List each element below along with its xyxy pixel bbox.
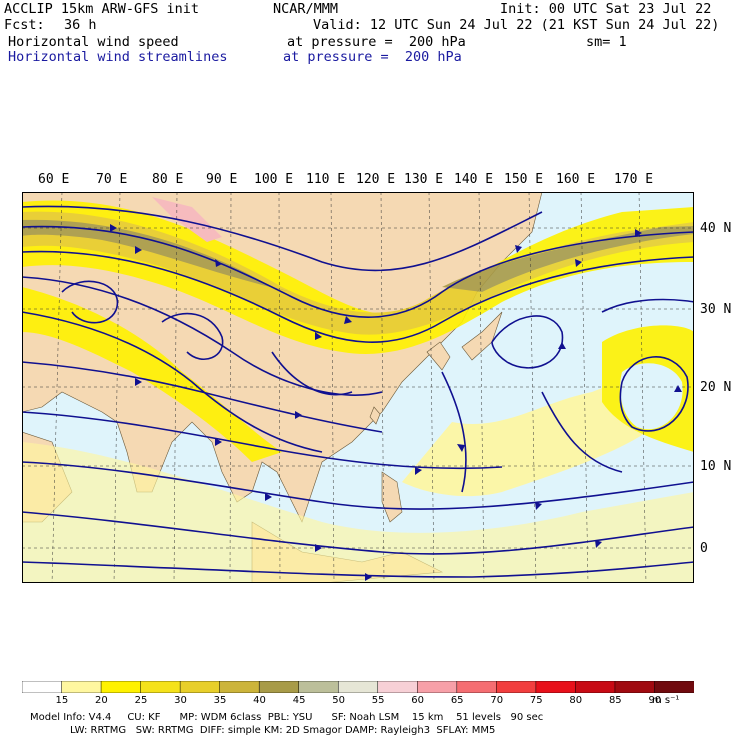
colorbar-tick-label: 90	[648, 695, 662, 706]
colorbar-tick-label: 45	[292, 695, 306, 706]
colorbar-tick-label: 75	[529, 695, 543, 706]
colorbar-swatch	[337, 681, 379, 693]
lat-label: 40 N	[700, 221, 732, 236]
field2-name: Horizontal wind streamlines	[8, 49, 228, 65]
model-info-line2: LW: RRTMG SW: RRTMG DIFF: simple KM: 2D …	[70, 725, 496, 736]
colorbar-tick-label: 25	[134, 695, 148, 706]
colorbar-swatch	[61, 681, 102, 693]
colorbar-tick-label: 60	[411, 695, 425, 706]
colorbar-swatch	[22, 681, 63, 693]
colorbar-swatch	[496, 681, 537, 693]
colorbar-tick-label: 30	[174, 695, 187, 706]
colorbar-swatch	[258, 681, 300, 693]
lon-label: 160 E	[556, 172, 596, 187]
colorbar-tick-label: 35	[213, 695, 227, 706]
fcst-value: 36 h	[64, 17, 97, 33]
lat-label: 10 N	[700, 459, 732, 474]
south-band	[402, 372, 662, 497]
colorbar-tick-label: 15	[55, 695, 69, 706]
west-jet-band	[22, 287, 282, 462]
korea-japan	[426, 311, 503, 371]
colorbar-swatch	[298, 681, 339, 693]
jet-core	[22, 211, 694, 335]
jet-stream-north	[22, 200, 694, 354]
colorbar-swatch	[654, 681, 694, 693]
colorbar-swatch	[179, 681, 221, 693]
model-info-line1: Model Info: V4.4 CU: KF MP: WDM 6class P…	[30, 712, 544, 723]
field1-level: at pressure = 200 hPa	[287, 34, 466, 50]
speed-max-pink	[152, 197, 222, 242]
wind-map	[22, 192, 694, 583]
colorbar-swatch	[219, 681, 260, 693]
philippines	[381, 471, 403, 523]
colorbar-swatch	[575, 681, 616, 693]
colorbar-swatch	[417, 681, 458, 693]
colorbar-tick-label: 65	[450, 695, 464, 706]
colorbar-swatch	[456, 681, 498, 693]
taiwan	[369, 406, 381, 425]
lat-label: 0	[700, 541, 708, 556]
colorbar-tick-label: 70	[490, 695, 504, 706]
colorbar-tick-label: 40	[253, 695, 266, 706]
colorbar-tick-label: 50	[332, 695, 345, 706]
colorbar-swatch	[614, 681, 656, 693]
valid-time: Valid: 12 UTC Sun 24 Jul 22 (21 KST Sun …	[313, 17, 720, 33]
jet-max	[22, 219, 694, 292]
streamline-arrows	[110, 224, 682, 581]
wind-speed-colorbar	[22, 681, 694, 693]
colorbar-swatch	[377, 681, 419, 693]
colorbar-tick-label: 80	[569, 695, 583, 706]
lon-label: 140 E	[454, 172, 494, 187]
lon-label: 110 E	[306, 172, 346, 187]
colorbar-swatch	[140, 681, 181, 693]
colorbar-tick-label: 55	[371, 695, 385, 706]
smoothing-label: sm= 1	[586, 34, 627, 50]
lon-label: 80 E	[152, 172, 184, 187]
map-frame	[22, 192, 694, 583]
lat-label: 20 N	[700, 380, 732, 395]
lon-label: 130 E	[404, 172, 444, 187]
lon-label: 90 E	[206, 172, 238, 187]
lon-label: 60 E	[38, 172, 70, 187]
lat-label: 30 N	[700, 302, 732, 317]
field1-name: Horizontal wind speed	[8, 34, 179, 50]
lon-label: 120 E	[356, 172, 396, 187]
colorbar-swatch	[100, 681, 142, 693]
streamlines	[22, 205, 694, 578]
lat-lon-grid	[22, 192, 694, 583]
init-time: Init: 00 UTC Sat 23 Jul 22	[500, 1, 712, 17]
lon-label: 150 E	[504, 172, 544, 187]
colorbar-swatch	[535, 681, 577, 693]
lon-label: 100 E	[254, 172, 294, 187]
org-label: NCAR/MMM	[273, 1, 339, 17]
colorbar-tick-label: 85	[608, 695, 622, 706]
east-ring-inner	[620, 363, 683, 430]
colorbar-tick-label: 20	[95, 695, 108, 706]
fcst-label: Fcst:	[4, 17, 45, 33]
model-title: ACCLIP 15km ARW-GFS init	[4, 1, 200, 17]
lon-label: 170 E	[614, 172, 654, 187]
field2-level: at pressure = 200 hPa	[283, 49, 462, 65]
lon-label: 70 E	[96, 172, 128, 187]
colorbar-unit: m s⁻¹	[652, 695, 680, 706]
